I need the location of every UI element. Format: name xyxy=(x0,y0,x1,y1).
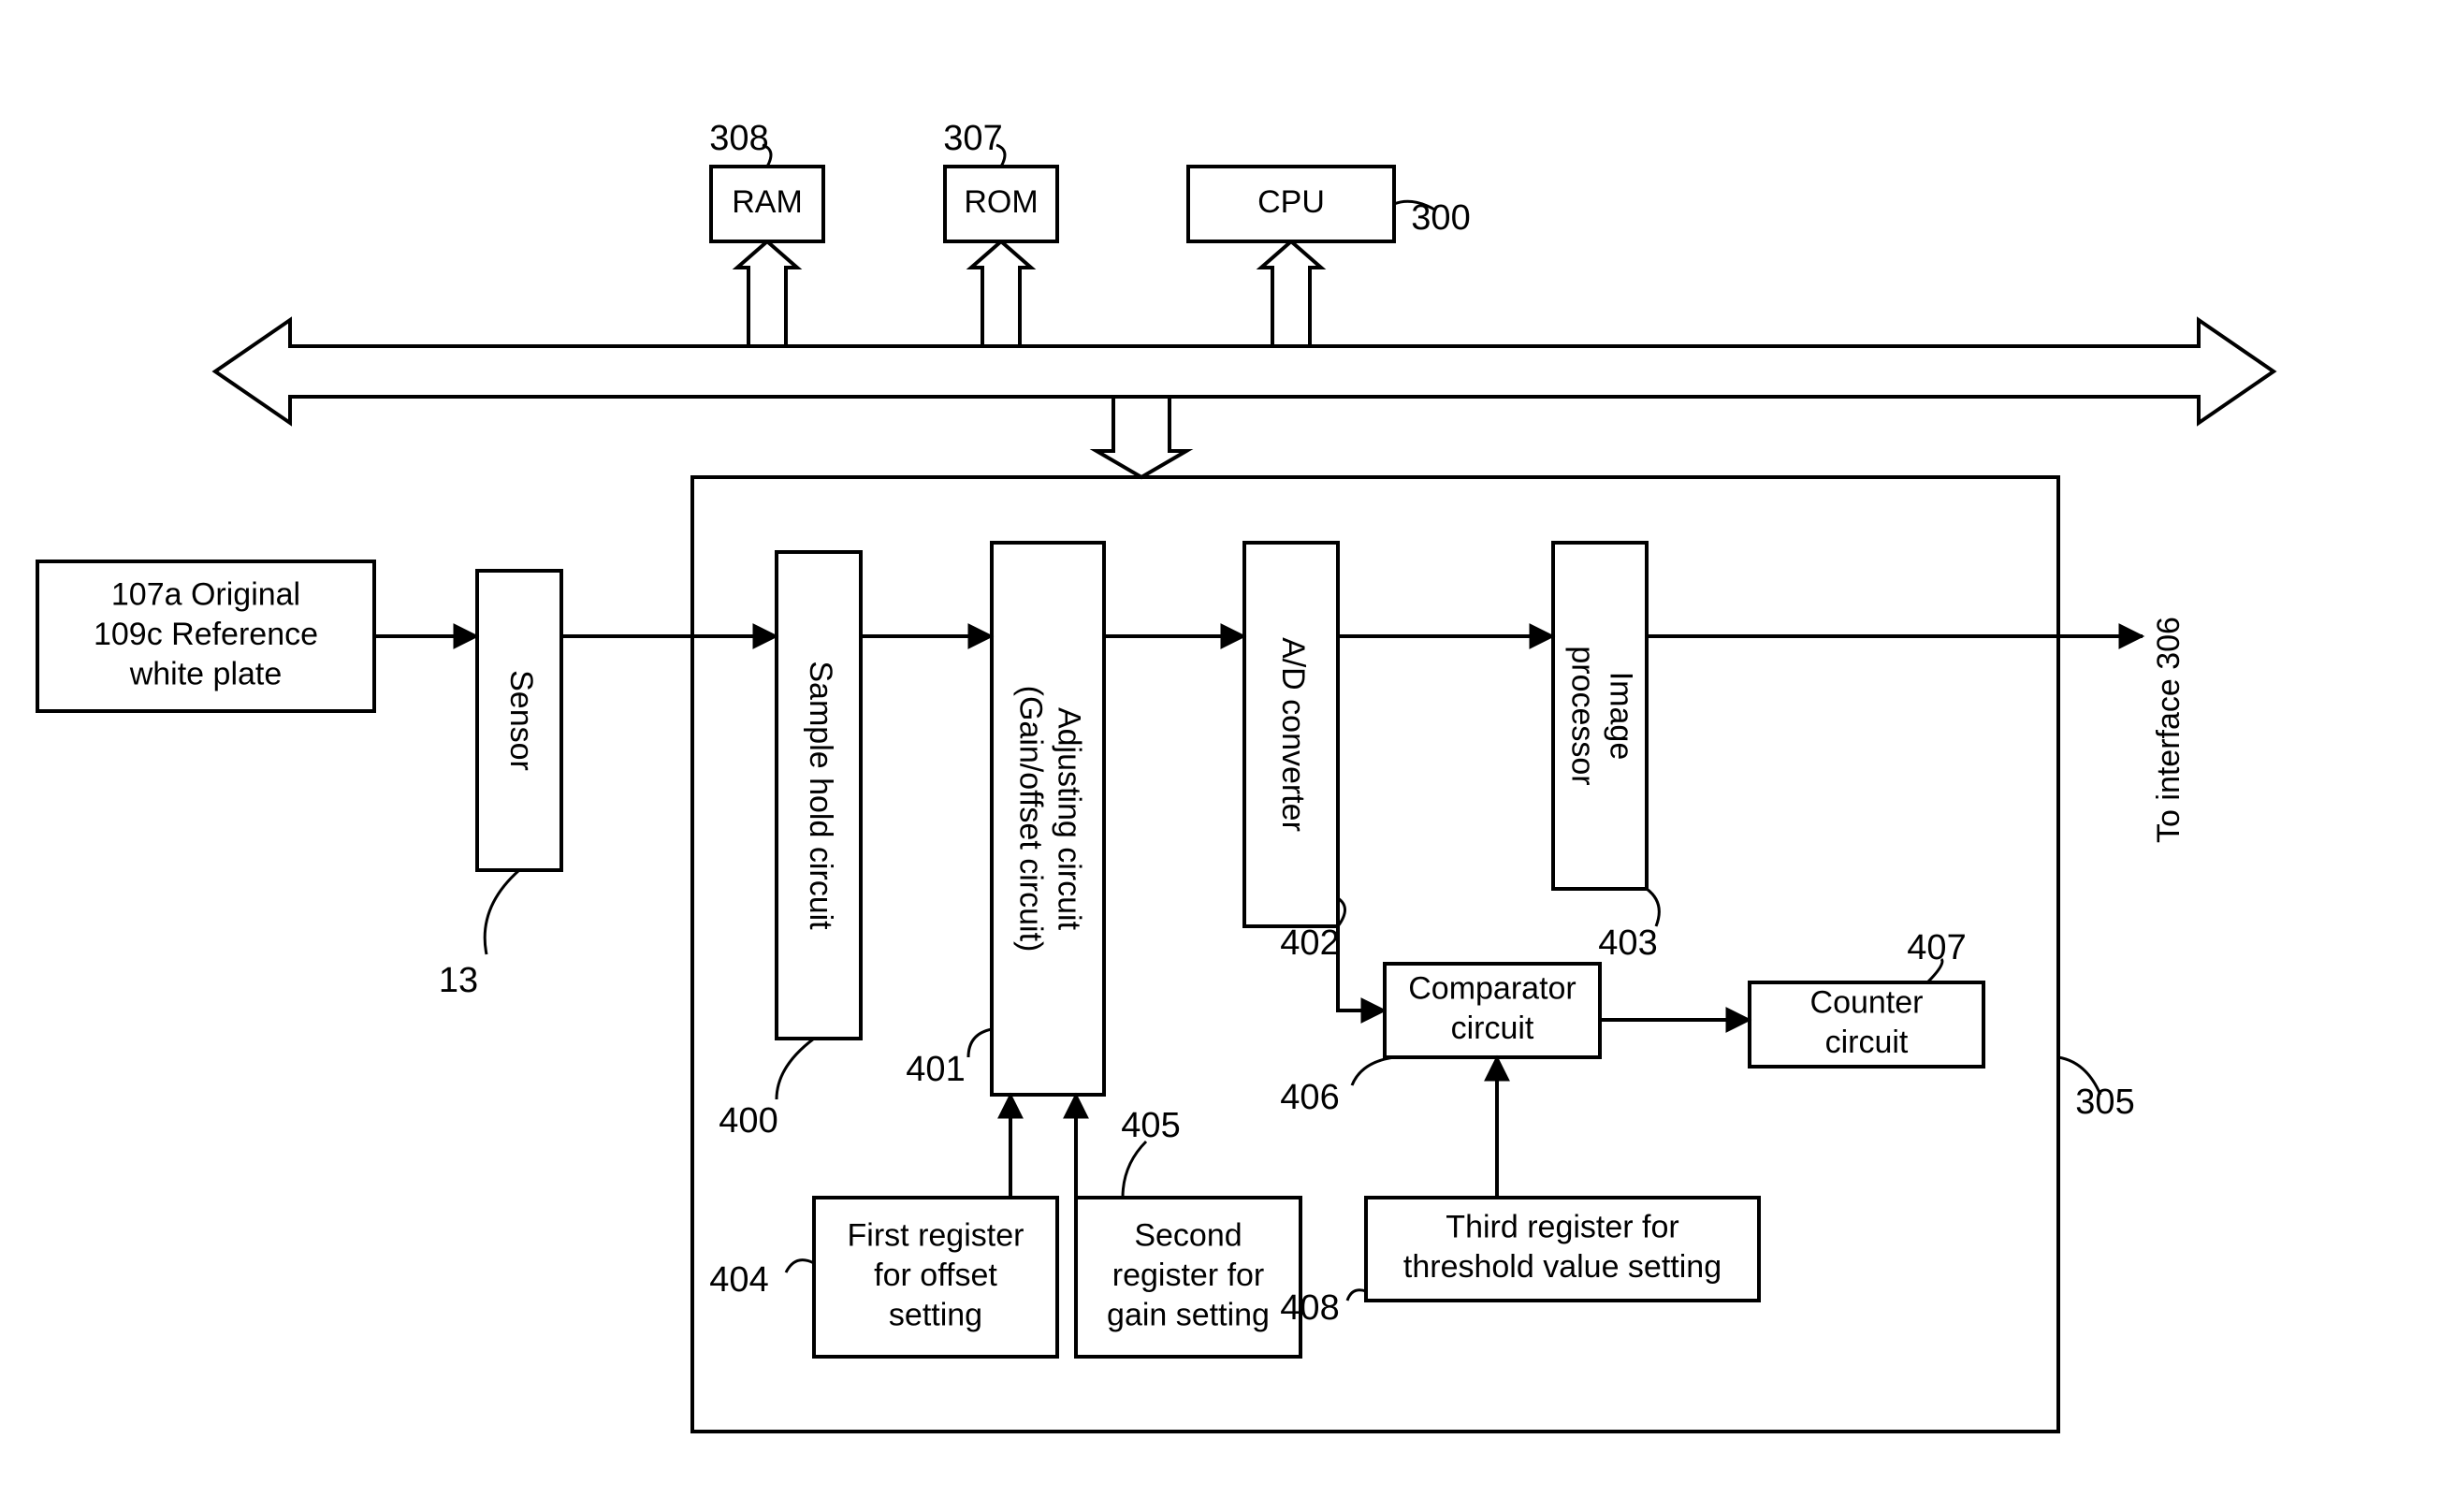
first-register-block-label: First register xyxy=(848,1217,1024,1253)
cpu-block: CPU xyxy=(1188,167,1394,241)
input-block-label: 107a Original xyxy=(111,576,300,612)
counter-block-label: circuit xyxy=(1825,1025,1909,1060)
second-register-block-label: register for xyxy=(1112,1258,1265,1293)
bus-stub-main xyxy=(1097,397,1186,477)
leader-403 xyxy=(1647,889,1659,926)
adjusting-circuit-block: Adjusting circuit(Gain/offset circuit) xyxy=(992,543,1104,1095)
first-register-block-label: for offset xyxy=(874,1258,997,1293)
ram-block-label: RAM xyxy=(732,184,803,220)
ref-305: 305 xyxy=(2075,1083,2134,1122)
ref-404: 404 xyxy=(709,1260,768,1300)
second-register-block: Second register for gain setting xyxy=(1076,1198,1300,1357)
ref-307: 307 xyxy=(943,119,1002,158)
sample-hold-block: Sample hold circuit xyxy=(777,552,861,1039)
leader-400 xyxy=(777,1039,814,1099)
input-block: 107a Original 109c Reference white plate xyxy=(37,561,374,711)
counter-block-label: Counter xyxy=(1810,985,1924,1021)
ref-407: 407 xyxy=(1907,928,1966,967)
ad-converter-block: A/D converter xyxy=(1244,543,1338,926)
input-block-label: 109c Reference xyxy=(94,617,318,652)
image-processor-block-label: processor xyxy=(1565,646,1601,785)
leader-404 xyxy=(786,1260,814,1272)
leader-405 xyxy=(1123,1141,1146,1198)
comparator-block-label: circuit xyxy=(1451,1010,1534,1046)
ram-block: RAM xyxy=(711,167,823,241)
adjusting-circuit-block-label: Adjusting circuit xyxy=(1051,707,1086,931)
image-processor-block: Imageprocessor xyxy=(1553,543,1647,889)
ref-300: 300 xyxy=(1411,198,1470,238)
bus-stub-cpu xyxy=(1261,241,1321,346)
leader-401 xyxy=(968,1029,992,1057)
output-interface-label: To interface 306 xyxy=(2151,617,2187,843)
ref-400: 400 xyxy=(719,1101,777,1141)
bus-stub-ram xyxy=(737,241,797,346)
second-register-block-label: gain setting xyxy=(1107,1297,1270,1332)
ref-408: 408 xyxy=(1280,1288,1339,1328)
second-register-block-label: Second xyxy=(1134,1217,1242,1253)
arrow-ad-comparator xyxy=(1338,926,1385,1010)
first-register-block: First register for offset setting xyxy=(814,1198,1057,1357)
comparator-block-label: Comparator xyxy=(1408,971,1576,1007)
adjusting-circuit-block-label: (Gain/offset circuit) xyxy=(1013,686,1049,952)
first-register-block-label: setting xyxy=(889,1297,982,1332)
leader-406 xyxy=(1352,1057,1394,1085)
ref-401: 401 xyxy=(906,1050,965,1089)
rom-block: ROM xyxy=(945,167,1057,241)
sensor-block-label: Sensor xyxy=(503,670,539,771)
leader-13 xyxy=(485,870,519,954)
counter-block: Counter circuit xyxy=(1750,982,1983,1067)
comparator-block: Comparatorcircuit xyxy=(1385,964,1600,1057)
leader-408 xyxy=(1347,1290,1366,1301)
ref-405: 405 xyxy=(1121,1106,1180,1145)
sensor-block: Sensor xyxy=(477,571,561,870)
ref-406: 406 xyxy=(1280,1078,1339,1117)
third-register-block: Third register for threshold value settin… xyxy=(1366,1198,1759,1301)
ref-402: 402 xyxy=(1280,923,1339,963)
ad-converter-block-label: A/D converter xyxy=(1275,637,1311,832)
ref-13: 13 xyxy=(439,961,478,1000)
third-register-block-label: threshold value setting xyxy=(1403,1249,1722,1285)
block-diagram: RAM ROM CPU 308 307 300 305 107a Original 109c R… xyxy=(0,0,2441,1512)
cpu-block-label: CPU xyxy=(1257,184,1325,220)
image-processor-block-label: Image xyxy=(1603,672,1638,761)
ref-308: 308 xyxy=(709,119,768,158)
rom-block-label: ROM xyxy=(964,184,1038,220)
third-register-block-label: Third register for xyxy=(1446,1210,1678,1245)
input-block-label: white plate xyxy=(129,656,283,691)
system-bus xyxy=(215,320,2274,423)
bus-stub-rom xyxy=(971,241,1031,346)
sample-hold-block-label: Sample hold circuit xyxy=(803,661,838,930)
ref-403: 403 xyxy=(1598,923,1657,963)
